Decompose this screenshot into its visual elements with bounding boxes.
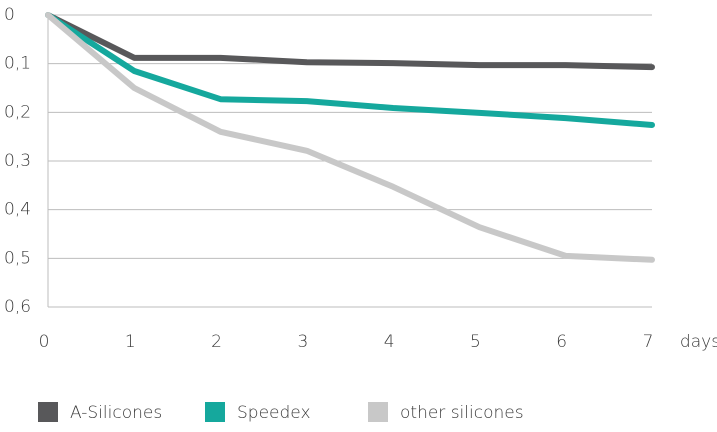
line [45,12,655,263]
y-tick-label: 0,4 [4,200,31,220]
legend-label: Speedex [237,403,311,423]
x-tick-label: 1 [125,332,136,352]
x-tick-label: 2 [211,332,222,352]
y-tick-label: 0,1 [4,54,31,74]
y-tick-label: 0,6 [4,297,31,317]
line [45,12,655,128]
legend-swatch [38,402,58,422]
legend-swatch [205,402,225,422]
x-tick-label: 4 [384,332,395,352]
line [45,12,655,71]
y-tick-label: 0,5 [4,248,31,268]
y-tick-label: 0,2 [4,102,31,122]
legend-swatch [368,402,388,422]
x-tick-label: 6 [556,332,567,352]
x-tick-label: 3 [297,332,308,352]
legend-label: other silicones [400,403,524,423]
x-tick-label: 0 [39,332,50,352]
x-tick-label: 5 [470,332,481,352]
y-tick-label: 0 [4,5,15,25]
x-tick-label: 7 [643,332,654,352]
x-axis-label: days [680,332,717,352]
y-tick-label: 0,3 [4,151,31,171]
legend-label: A-Silicones [70,403,162,423]
